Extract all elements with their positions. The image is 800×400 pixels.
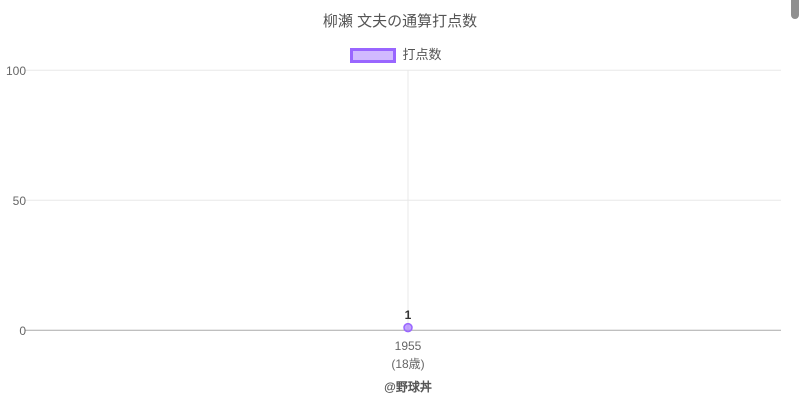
svg-text:1: 1 [405,308,412,322]
svg-text:1955: 1955 [395,339,422,353]
svg-text:(18歳): (18歳) [391,357,424,371]
svg-text:@野球丼: @野球丼 [384,379,432,394]
svg-text:100: 100 [6,64,26,78]
svg-text:50: 50 [13,194,27,208]
svg-text:0: 0 [19,324,26,338]
